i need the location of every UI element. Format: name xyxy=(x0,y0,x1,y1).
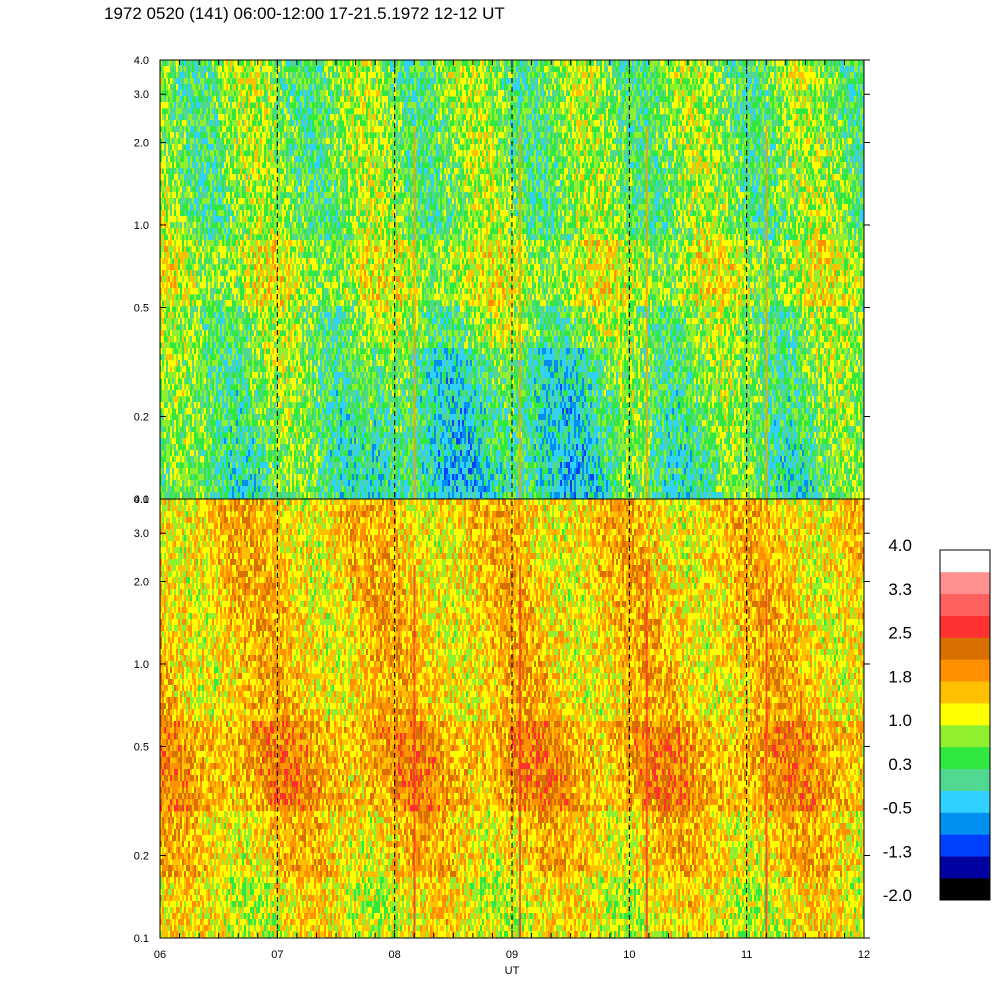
x-tick-label: 08 xyxy=(389,949,401,961)
colorbar-tick-label: 1.8 xyxy=(888,667,912,686)
colorbar-tick-label: 1.0 xyxy=(888,711,912,730)
y-tick-label: 1.0 xyxy=(134,659,149,671)
y-tick-label: 0.2 xyxy=(134,412,149,424)
y-tick-label: 4.0 xyxy=(134,494,149,506)
y-tick-label: 0.1 xyxy=(134,494,149,506)
colorbar-swatch xyxy=(940,856,990,879)
y-tick-label: 0.1 xyxy=(134,933,149,945)
x-tick-label: 10 xyxy=(623,949,635,961)
y-tick-label: 3.0 xyxy=(134,528,149,540)
hour-marker-lines xyxy=(276,60,748,938)
colorbar-swatch xyxy=(940,571,990,595)
x-tick-label: 12 xyxy=(858,949,870,961)
x-tick-label: 11 xyxy=(741,949,752,961)
colorbar-swatch xyxy=(940,703,990,726)
colorbar-swatch xyxy=(940,725,990,748)
colorbar-swatch xyxy=(940,637,990,660)
y-tick-label: 3.0 xyxy=(134,89,149,101)
y-tick-label: 2.0 xyxy=(134,137,149,149)
y-tick-label: 0.5 xyxy=(134,302,149,314)
colorbar-swatch xyxy=(940,593,990,616)
colorbar-swatch xyxy=(940,659,990,682)
colorbar-frame xyxy=(939,549,991,901)
y-tick-label: 0.2 xyxy=(134,851,149,863)
colorbar-swatch xyxy=(940,834,990,857)
y-tick-label: 1.0 xyxy=(134,220,149,232)
colorbar-swatch xyxy=(940,790,990,813)
colorbar-swatch xyxy=(940,878,990,901)
x-tick-label: 07 xyxy=(271,949,283,961)
x-tick-label: 06 xyxy=(154,949,166,961)
y-tick-label: 2.0 xyxy=(134,576,149,588)
colorbar-swatch xyxy=(940,681,990,704)
colorbar-tick-label: -1.3 xyxy=(883,842,912,861)
colorbar-swatch xyxy=(940,615,990,638)
colorbar-tick-label: 0.3 xyxy=(888,755,912,774)
colorbar-tick-label: -2.0 xyxy=(883,886,912,905)
colorbar-tick-label: 3.3 xyxy=(888,580,912,599)
colorbar-tick-label: -0.5 xyxy=(883,799,912,818)
colorbar-swatch xyxy=(940,768,990,791)
x-axis-label: UT xyxy=(505,965,520,977)
colorbar: 4.0 3.3 2.5 1.8 1.0 0.3 -0.5 -1.3 -2.0 xyxy=(883,536,991,905)
colorbar-swatch xyxy=(940,746,990,770)
colorbar-tick-label: 4.0 xyxy=(888,536,912,555)
page-title: 1972 0520 (141) 06:00-12:00 17-21.5.1972… xyxy=(104,4,505,24)
x-tick-label: 09 xyxy=(506,949,518,961)
axes: 0.10.20.51.02.03.04.00.10.20.51.02.03.04… xyxy=(134,55,870,977)
colorbar-swatch xyxy=(940,812,990,835)
colorbar-swatch xyxy=(940,550,990,573)
y-tick-label: 0.5 xyxy=(134,741,149,753)
colorbar-tick-label: 2.5 xyxy=(888,624,912,643)
y-tick-label: 4.0 xyxy=(134,55,149,67)
